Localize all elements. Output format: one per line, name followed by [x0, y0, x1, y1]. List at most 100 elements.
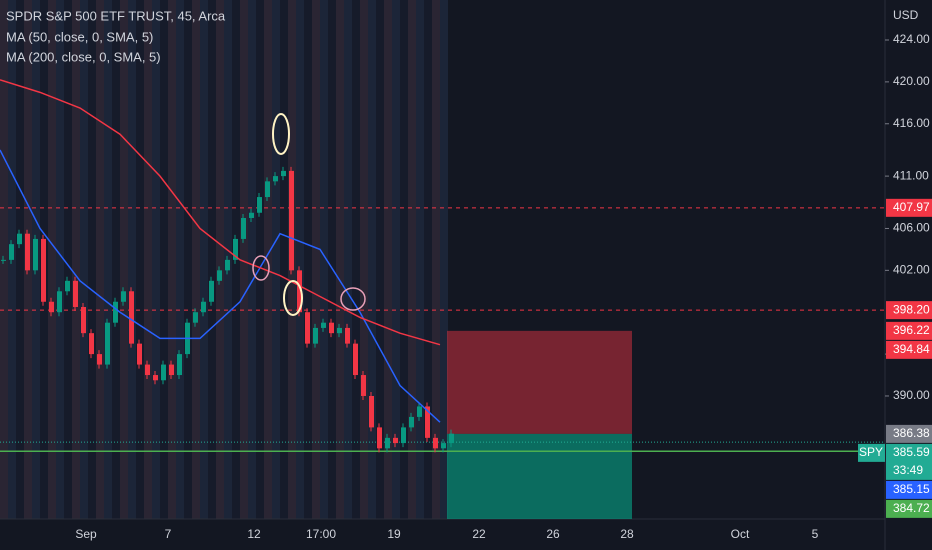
candle	[201, 301, 206, 313]
session-band	[384, 0, 392, 519]
candle	[217, 270, 222, 281]
candle	[193, 312, 198, 323]
price-tag	[886, 301, 932, 320]
candle	[161, 364, 166, 381]
session-band	[424, 0, 432, 519]
candle	[329, 322, 334, 334]
candle	[417, 406, 422, 417]
price-tag-label: 396.22	[893, 323, 930, 337]
candle	[297, 270, 302, 313]
price-tag-label: 384.72	[893, 501, 930, 515]
candle	[233, 238, 238, 260]
moving-average	[0, 79, 441, 346]
session-band	[192, 0, 200, 519]
time-tick-label: Oct	[731, 527, 750, 541]
session-band	[336, 0, 344, 519]
price-tag-label: 398.20	[893, 302, 930, 316]
candle	[145, 364, 150, 376]
candle	[409, 416, 414, 428]
candle	[73, 280, 78, 307]
candle	[129, 291, 134, 344]
symbol-tag	[858, 443, 885, 462]
session-band	[176, 0, 184, 519]
price-tag-label: 386.38	[893, 426, 930, 440]
session-band	[216, 0, 224, 519]
candle	[225, 259, 230, 271]
price-tag	[886, 499, 932, 518]
candle	[25, 233, 30, 271]
session-band	[88, 0, 96, 519]
candle	[209, 280, 214, 302]
session-band	[48, 0, 56, 519]
price-tag	[886, 443, 932, 480]
session-band	[104, 0, 112, 519]
price-tag	[886, 424, 932, 443]
candle	[305, 312, 310, 344]
time-tick-label: 26	[546, 527, 560, 541]
candle	[313, 327, 318, 344]
session-band	[416, 0, 424, 519]
session-band	[376, 0, 384, 519]
candle	[9, 244, 14, 260]
session-band	[304, 0, 312, 519]
time-tick-label: 22	[472, 527, 486, 541]
candle	[345, 327, 350, 344]
session-band	[80, 0, 88, 519]
session-band	[272, 0, 280, 519]
candle	[169, 364, 174, 376]
session-band	[208, 0, 216, 519]
price-tick-label: 390.00	[893, 388, 930, 402]
candle	[265, 181, 270, 198]
candle	[137, 343, 142, 365]
session-band	[256, 0, 264, 519]
price-tick-label: 424.00	[893, 32, 930, 46]
candle	[81, 306, 86, 334]
annotation-circle	[340, 287, 366, 311]
candle	[57, 291, 62, 313]
candle	[385, 437, 390, 449]
moving-average	[0, 149, 441, 423]
candle	[425, 406, 430, 438]
legend-ma50: MA (50, close, 0, SMA, 5)	[6, 29, 153, 44]
countdown: 33:49	[893, 463, 923, 477]
session-band	[64, 0, 72, 519]
candle	[273, 176, 278, 182]
candle	[433, 437, 438, 449]
candle	[289, 170, 294, 271]
price-tag-label: 407.97	[893, 200, 930, 214]
annotation-circle	[283, 280, 303, 316]
time-tick-label: 12	[247, 527, 261, 541]
time-tick-label: Sep	[75, 527, 97, 541]
price-tag-label: 394.84	[893, 342, 930, 356]
candle	[65, 280, 70, 292]
candle	[393, 437, 398, 444]
session-band	[296, 0, 304, 519]
price-tick-label: 402.00	[893, 263, 930, 277]
price-tag	[886, 480, 932, 499]
candle	[121, 291, 126, 302]
candle	[401, 427, 406, 444]
session-band	[240, 0, 248, 519]
annotation-circle	[272, 113, 290, 155]
session-band	[128, 0, 136, 519]
candle	[241, 217, 246, 239]
session-band	[408, 0, 416, 519]
candle	[153, 375, 158, 381]
session-band	[56, 0, 64, 519]
session-band	[168, 0, 176, 519]
session-band	[184, 0, 192, 519]
price-unit: USD	[893, 8, 919, 22]
symbol-label: SPY	[859, 445, 883, 459]
session-band	[152, 0, 160, 519]
time-tick-label: 5	[812, 527, 819, 541]
legend-ma200: MA (200, close, 0, SMA, 5)	[6, 49, 161, 64]
time-tick-label: 7	[165, 527, 172, 541]
session-band	[440, 0, 448, 519]
session-band	[352, 0, 360, 519]
price-tick-label: 416.00	[893, 116, 930, 130]
session-band	[344, 0, 352, 519]
candle	[89, 333, 94, 355]
stop-zone	[447, 330, 632, 434]
time-tick-label: 17:00	[306, 527, 336, 541]
